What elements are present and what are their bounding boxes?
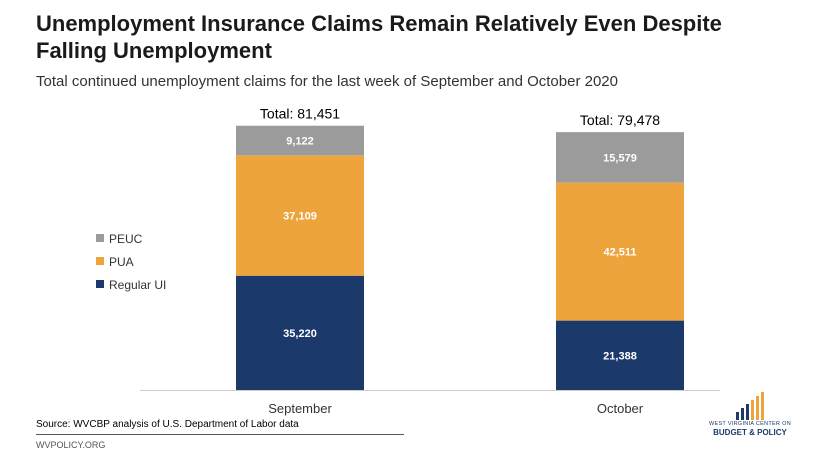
website-label: WVPOLICY.ORG — [36, 440, 106, 450]
bar-peuc-september — [236, 125, 364, 156]
legend-label: Regular UI — [109, 278, 166, 292]
legend-label: PEUC — [109, 232, 143, 246]
data-label: 42,511 — [603, 247, 636, 259]
total-label: Total: 81,451 — [260, 106, 340, 122]
legend-swatch-regular-ui — [96, 280, 104, 288]
chart-title: Unemployment Insurance Claims Remain Rel… — [36, 11, 722, 63]
bar-peuc-october — [556, 132, 684, 183]
data-label: 35,220 — [283, 328, 317, 340]
x-tick-label: October — [597, 401, 644, 416]
data-label: 21,388 — [603, 350, 637, 362]
source-note: Source: WVCBP analysis of U.S. Departmen… — [36, 419, 299, 430]
x-tick-label: September — [268, 401, 332, 416]
data-label: 37,109 — [283, 211, 317, 223]
chart-subtitle: Total continued unemployment claims for … — [36, 73, 618, 90]
data-label: 15,579 — [603, 152, 637, 164]
logo-line-1: WEST VIRGINIA CENTER ON — [709, 421, 791, 427]
logo-line-2: BUDGET & POLICY — [713, 428, 787, 437]
bar-regular-ui-october — [556, 320, 684, 390]
bar-pua-september — [236, 155, 364, 276]
bar-chart-logo-icon — [736, 392, 764, 420]
legend-label: PUA — [109, 255, 134, 269]
legend-swatch-pua — [96, 257, 104, 265]
bar-pua-october — [556, 182, 684, 321]
total-label: Total: 79,478 — [580, 112, 660, 128]
footer-divider — [36, 434, 404, 435]
data-label: 9,122 — [286, 136, 314, 148]
bar-regular-ui-september — [236, 275, 364, 390]
legend-swatch-peuc — [96, 234, 104, 242]
